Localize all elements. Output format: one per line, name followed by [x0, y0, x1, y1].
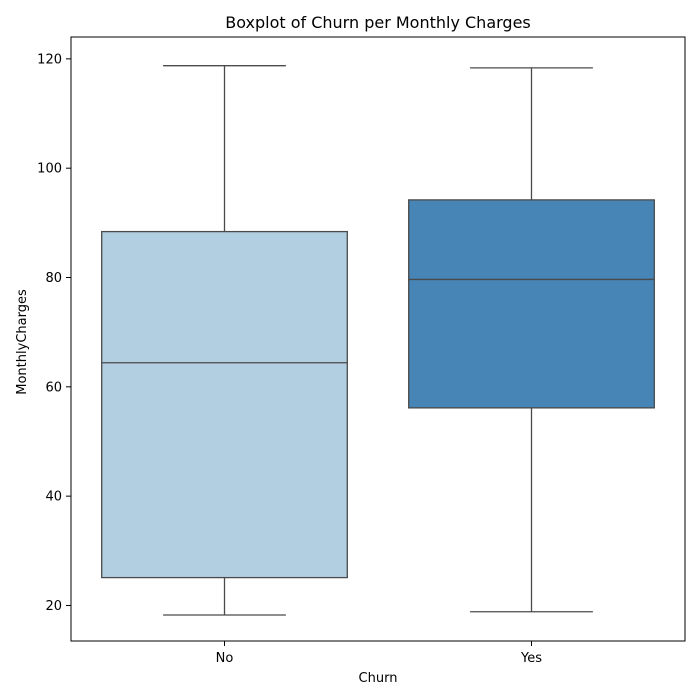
chart-title: Boxplot of Churn per Monthly Charges — [225, 13, 531, 32]
box-yes — [408, 67, 655, 613]
y-tick-label: 40 — [45, 490, 62, 505]
iqr-box — [408, 199, 655, 409]
y-axis: 20 40 60 80 100 120 — [37, 52, 71, 614]
y-tick-label: 80 — [45, 271, 62, 286]
box-no — [101, 65, 348, 616]
y-tick-label: 20 — [45, 599, 62, 614]
iqr-box — [101, 230, 348, 579]
y-tick-label: 100 — [37, 162, 62, 177]
x-axis-title: Churn — [359, 671, 398, 686]
y-tick-label: 120 — [37, 52, 62, 67]
y-tick-label: 60 — [45, 380, 62, 395]
x-axis: No Yes — [216, 641, 542, 666]
y-axis-title: MonthlyCharges — [15, 289, 30, 395]
x-tick-label: Yes — [520, 651, 542, 666]
x-tick-label: No — [216, 651, 234, 666]
plot-frame — [70, 36, 686, 642]
boxes — [101, 65, 655, 616]
